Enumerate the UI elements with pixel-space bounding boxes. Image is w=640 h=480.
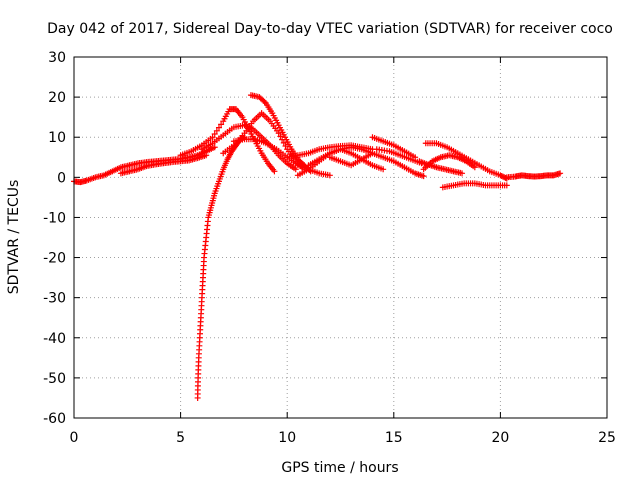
x-tick-label: 15	[385, 430, 403, 446]
series-rise	[194, 134, 248, 401]
data-point	[277, 133, 284, 140]
data-point	[211, 144, 218, 151]
y-tick-label: -10	[43, 210, 66, 226]
data-point	[209, 134, 216, 141]
data-point	[275, 130, 282, 137]
x-tick-label: 5	[176, 430, 185, 446]
y-tick-label: 30	[48, 50, 66, 66]
x-tick-label: 10	[278, 430, 296, 446]
y-axis-label: SDTVAR / TECUs	[6, 180, 22, 295]
x-tick-label: 20	[491, 430, 509, 446]
data-point	[282, 143, 289, 150]
series-late-2	[420, 152, 478, 173]
series-late-3	[416, 158, 466, 177]
data-point	[420, 173, 427, 180]
data-point	[380, 166, 387, 173]
y-tick-label: -60	[43, 411, 66, 427]
data-point	[280, 139, 287, 146]
x-axis-label: GPS time / hours	[281, 460, 398, 476]
x-tick-label: 25	[598, 430, 616, 446]
data-point	[557, 170, 564, 177]
y-tick-label: 0	[57, 170, 66, 186]
series-early-low	[117, 152, 210, 177]
y-tick-label: 20	[48, 90, 66, 106]
axis-ticks: 0 5 10 15 20 25 -60 -50 -40 -30 -20 -10 0 10 20 30	[43, 50, 616, 446]
data-point	[271, 168, 278, 175]
data-point	[211, 131, 218, 138]
series-tail	[503, 170, 564, 181]
data-point	[503, 182, 510, 189]
series-mid-4	[326, 150, 427, 180]
data-point	[215, 124, 222, 131]
data-points	[71, 92, 564, 401]
x-tick-label: 0	[70, 430, 79, 446]
series-late-low	[439, 180, 510, 191]
plot-frame	[73, 56, 608, 419]
data-point	[261, 98, 268, 105]
y-tick-label: -40	[43, 331, 66, 347]
data-point	[213, 127, 220, 134]
data-point	[326, 172, 333, 179]
y-tick-label: -20	[43, 251, 66, 267]
data-point	[292, 166, 299, 173]
data-point	[218, 121, 225, 128]
y-tick-label: -50	[43, 371, 66, 387]
grid	[74, 57, 607, 418]
data-point	[203, 152, 210, 159]
data-point	[459, 170, 466, 177]
data-point	[471, 164, 478, 171]
y-tick-label: 10	[48, 130, 66, 146]
y-tick-label: -30	[43, 291, 66, 307]
chart-title: Day 042 of 2017, Sidereal Day-to-day VTE…	[47, 21, 613, 37]
